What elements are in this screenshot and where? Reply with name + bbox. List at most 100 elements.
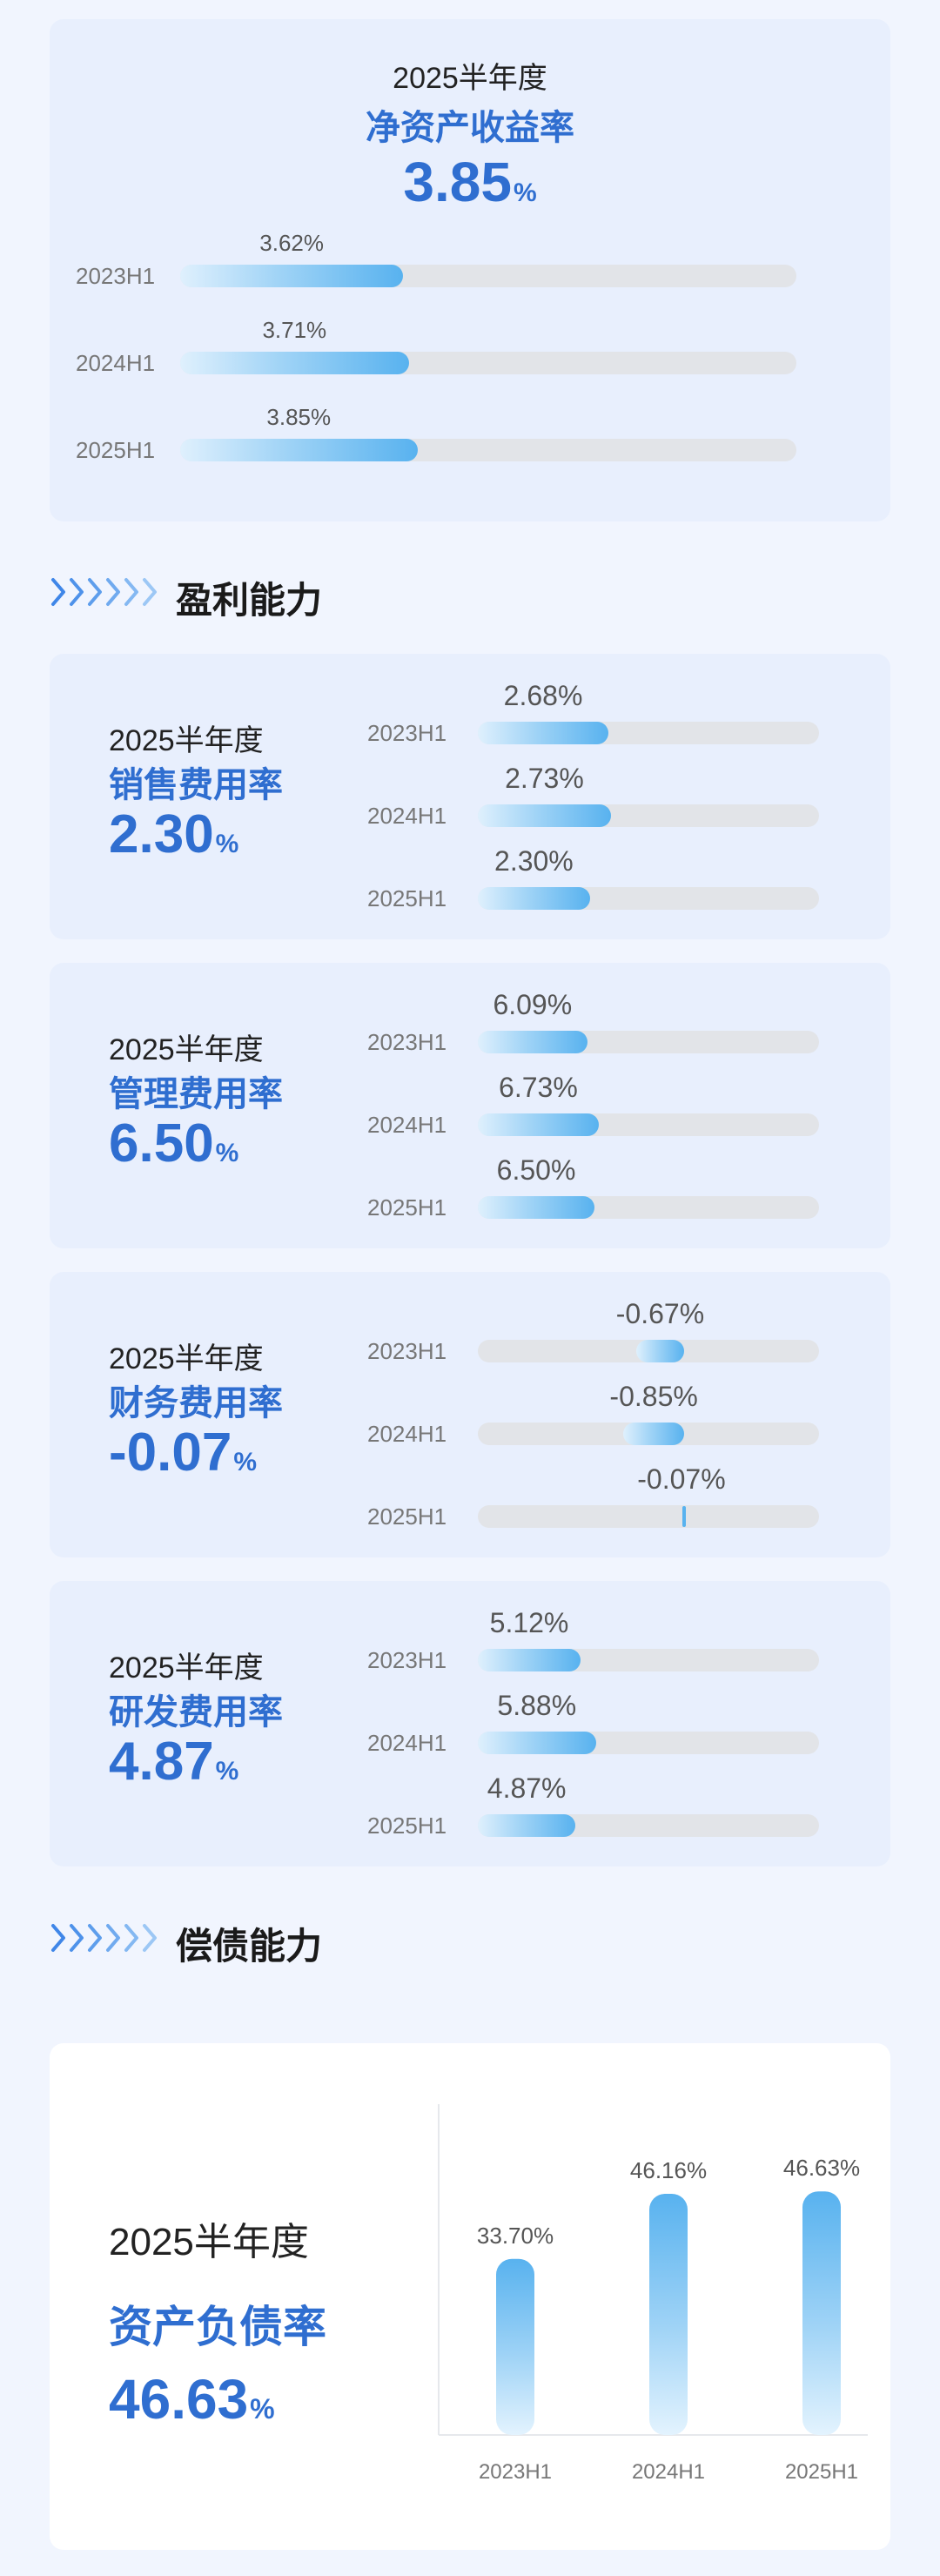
bar-category-label: 2025H1	[785, 2460, 858, 2484]
metric-unit: %	[233, 1448, 258, 1476]
debt-value-number: 46.63	[109, 2368, 249, 2431]
metric-period: 2025半年度	[109, 1033, 264, 1066]
bar-value-label: 3.62%	[259, 230, 324, 256]
bar-category-label: 2023H1	[367, 720, 447, 746]
bar-value-label: -0.07%	[637, 1463, 726, 1495]
bar-track	[478, 1505, 819, 1528]
metric-value-number: 4.87	[109, 1732, 214, 1792]
roe-unit: %	[513, 178, 537, 207]
bar-track	[478, 1031, 819, 1053]
section-profit-title: 盈利能力	[176, 580, 323, 621]
metric-period: 2025半年度	[109, 1342, 264, 1375]
debt-title: 资产负债率	[109, 2303, 326, 2351]
metric-unit: %	[215, 1757, 239, 1786]
bar-value-label: 5.12%	[489, 1607, 569, 1638]
bar	[478, 804, 611, 827]
metric-value: 6.50%	[109, 1113, 238, 1174]
bar-category-label: 2023H1	[367, 1647, 447, 1673]
bar	[649, 2194, 688, 2435]
bar	[478, 722, 609, 744]
bar-track	[478, 1340, 819, 1362]
bar	[180, 439, 418, 461]
bar-category-label: 2024H1	[367, 803, 447, 829]
bar-category-label: 2023H1	[479, 2460, 552, 2484]
roe-value-number: 3.85	[403, 151, 512, 213]
chevrons-icon	[51, 1924, 157, 1952]
metric-value: 2.30%	[109, 804, 238, 865]
roe-period: 2025半年度	[393, 62, 547, 95]
bar-value-label: 4.87%	[487, 1772, 567, 1804]
debt-card: 2025半年度 资产负债率 46.63% 33.70% 2023H1 46.16% 2…	[50, 2043, 890, 2550]
bar-track	[478, 804, 819, 827]
bar	[478, 1196, 595, 1219]
bar-category-label: 2024H1	[632, 2460, 705, 2484]
metric-unit: %	[215, 1139, 239, 1167]
bar-track	[478, 1423, 819, 1445]
bar-category-label: 2024H1	[367, 1112, 447, 1138]
bar-category-label: 2025H1	[367, 1813, 447, 1839]
metric-name: 研发费用率	[109, 1693, 283, 1732]
bar	[180, 265, 404, 287]
bar-category-label: 2024H1	[367, 1421, 447, 1447]
bar	[478, 1814, 576, 1837]
bar-category-label: 2024H1	[367, 1730, 447, 1756]
metric-period: 2025半年度	[109, 724, 264, 757]
metric-value: -0.07%	[109, 1422, 257, 1483]
bar-value-label: 2.30%	[494, 845, 574, 877]
bar-value-label: 3.85%	[266, 404, 332, 430]
bar-value-label: 46.63%	[783, 2155, 860, 2181]
bar	[496, 2258, 534, 2435]
metric-name: 销售费用率	[109, 766, 283, 804]
metric-unit: %	[215, 830, 239, 858]
bar	[636, 1340, 684, 1362]
bar	[478, 1113, 599, 1136]
bar-value-label: 6.50%	[496, 1154, 576, 1186]
metric-name: 管理费用率	[109, 1075, 283, 1113]
bar-track	[180, 352, 796, 374]
bar	[180, 352, 409, 374]
bar-track	[478, 1732, 819, 1754]
bar-track	[478, 887, 819, 910]
bar	[478, 1732, 596, 1754]
metric-value: 4.87%	[109, 1731, 238, 1792]
debt-bar-chart: 33.70% 2023H1 46.16% 2024H1 46.63% 2025H1	[438, 2104, 868, 2484]
roe-card: 2025半年度 净资产收益率 3.85% 2023H1 3.62% 2024H1 3.…	[50, 19, 890, 521]
roe-title: 净资产收益率	[366, 109, 574, 147]
bar	[682, 1506, 686, 1527]
metric-card-rnd: 2025半年度 研发费用率 4.87% 2023H1 5.12% 2024H1 5.8…	[50, 1581, 890, 1866]
metric-period: 2025半年度	[109, 1651, 264, 1685]
bar-category-label: 2024H1	[76, 350, 156, 376]
bar	[802, 2191, 841, 2435]
metric-value-number: -0.07	[109, 1423, 232, 1483]
debt-unit: %	[250, 2393, 275, 2425]
bar	[478, 1649, 581, 1671]
bar-category-label: 2023H1	[367, 1029, 447, 1055]
bar-track	[478, 1814, 819, 1837]
metric-card-admin: 2025半年度 管理费用率 6.50% 2023H1 6.09% 2024H1 6.7…	[50, 963, 890, 1248]
bar-category-label: 2025H1	[367, 1194, 447, 1221]
bar-category-label: 2025H1	[76, 437, 156, 463]
bar	[623, 1423, 684, 1445]
bar	[478, 887, 590, 910]
bar-value-label: 5.88%	[497, 1690, 577, 1721]
roe-value: 3.85%	[50, 150, 890, 214]
metric-value-number: 2.30	[109, 804, 214, 864]
bar-track	[478, 1649, 819, 1671]
bar-category-label: 2023H1	[76, 263, 156, 289]
metric-card-finance: 2025半年度 财务费用率 -0.07% 2023H1 -0.67% 2024H1 -…	[50, 1272, 890, 1557]
metric-value-number: 6.50	[109, 1113, 214, 1174]
bar-value-label: 2.68%	[503, 680, 583, 711]
bar-category-label: 2025H1	[367, 885, 447, 911]
bar-value-label: 2.73%	[505, 763, 584, 794]
bar-value-label: -0.67%	[615, 1298, 705, 1329]
bar-track	[180, 439, 796, 461]
bar-value-label: 46.16%	[630, 2157, 707, 2183]
debt-value: 46.63%	[109, 2367, 275, 2431]
debt-period: 2025半年度	[109, 2221, 309, 2263]
bar-track	[180, 265, 796, 287]
bar-category-label: 2023H1	[367, 1338, 447, 1364]
bar-value-label: -0.85%	[609, 1381, 698, 1412]
metric-card-sales: 2025半年度 销售费用率 2.30% 2023H1 2.68% 2024H1 2.7…	[50, 654, 890, 939]
bar	[478, 1031, 588, 1053]
bar-track	[478, 722, 819, 744]
